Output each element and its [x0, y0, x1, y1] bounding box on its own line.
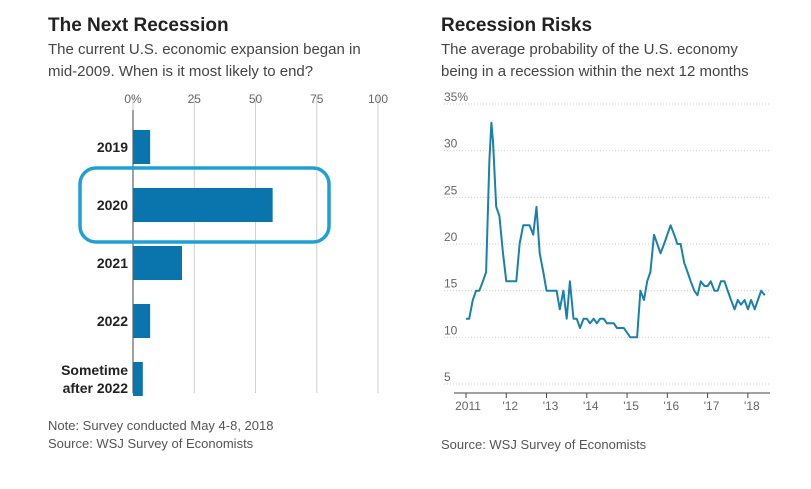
left-chart-title: The Next Recession: [48, 15, 229, 36]
line-x-tick-label: '16: [664, 399, 680, 413]
line-x-tick-label: '13: [543, 399, 559, 413]
right-chart-title: Recession Risks: [441, 15, 593, 36]
line-x-tick-label: '15: [623, 399, 639, 413]
bar-x-tick-label: 0%: [124, 92, 142, 106]
left-subtitle-line2: mid-2009. When is it most likely to end?: [48, 63, 314, 80]
line-y-tick-label: 20: [444, 230, 458, 244]
right-subtitle-line2: being in a recession within the next 12 …: [441, 63, 749, 80]
survey-note: Note: Survey conducted May 4-8, 2018: [48, 418, 274, 433]
left-chart-subtitle: The current U.S. economic expansion bega…: [48, 39, 361, 83]
line-x-tick-label: '14: [583, 399, 599, 413]
line-y-tick-label: 35%: [444, 90, 468, 104]
bar-category-label: 2022: [97, 313, 128, 329]
line-x-tick-label: 2011: [455, 399, 481, 413]
right-source-note: Source: WSJ Survey of Economists: [441, 437, 647, 452]
line-y-tick-label: 30: [444, 137, 458, 151]
line-y-tick-label: 10: [444, 323, 458, 337]
line-x-tick-label: '18: [744, 399, 760, 413]
left-source-note: Source: WSJ Survey of Economists: [48, 436, 254, 451]
bar-x-tick-label: 50: [249, 92, 263, 106]
left-subtitle-line1: The current U.S. economic expansion bega…: [48, 41, 361, 58]
line-y-tick-label: 15: [444, 277, 458, 291]
bar-category-label: 2021: [97, 255, 128, 271]
bar: [133, 188, 273, 222]
right-chart-subtitle: The average probability of the U.S. econ…: [441, 39, 749, 83]
bar: [133, 130, 151, 164]
bar: [133, 304, 151, 338]
bar-category-label: Sometime: [61, 362, 128, 378]
right-subtitle-line1: The average probability of the U.S. econ…: [441, 41, 738, 58]
line-x-tick-label: '12: [502, 399, 518, 413]
bar: [133, 246, 182, 280]
recession-probability-line: [466, 121, 766, 339]
left-chart-notes: Note: Survey conducted May 4-8, 2018 Sou…: [48, 417, 273, 453]
bar-category-label: 2019: [97, 139, 128, 155]
line-y-tick-label: 25: [444, 183, 458, 197]
line-x-tick-label: '17: [704, 399, 720, 413]
bar-x-tick-label: 25: [188, 92, 202, 106]
bar: [133, 362, 143, 396]
bar-x-tick-label: 75: [310, 92, 324, 106]
bar-category-label: 2020: [97, 197, 128, 213]
line-y-tick-label: 5: [444, 370, 451, 384]
bar-x-tick-label: 100: [368, 92, 388, 106]
highlight-outline: [78, 166, 331, 244]
bar-category-label: after 2022: [63, 380, 129, 396]
